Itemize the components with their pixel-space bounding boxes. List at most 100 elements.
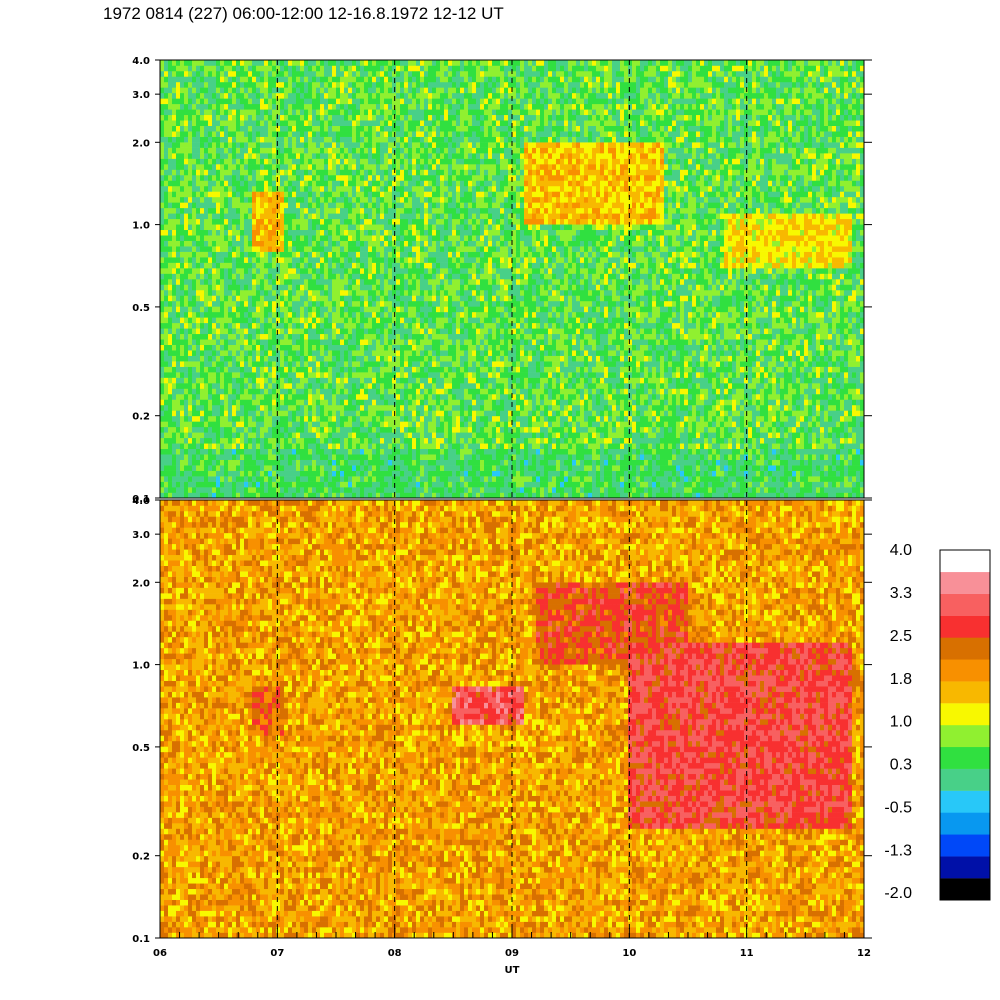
heatmap-cell: [324, 355, 329, 362]
heatmap-cell: [204, 65, 209, 72]
heatmap-cell: [332, 355, 337, 362]
heatmap-cell: [324, 142, 329, 148]
heatmap-cell: [336, 470, 341, 477]
heatmap-cell: [268, 60, 273, 66]
heatmap-cell: [160, 279, 165, 285]
heatmap-cell: [224, 350, 229, 356]
heatmap-cell: [212, 476, 217, 482]
heatmap-cell: [184, 87, 189, 94]
heatmap-cell: [348, 415, 353, 422]
heatmap-cell: [248, 153, 253, 159]
heatmap-cell: [288, 372, 293, 378]
heatmap-cell: [304, 432, 309, 439]
heatmap-cell: [384, 393, 389, 400]
heatmap-cell: [232, 487, 237, 493]
heatmap-cell: [164, 289, 169, 296]
heatmap-cell: [408, 437, 413, 444]
heatmap-cell: [180, 65, 185, 72]
heatmap-cell: [340, 202, 345, 209]
heatmap-cell: [272, 437, 277, 444]
heatmap-cell: [300, 196, 305, 203]
heatmap-cell: [184, 136, 189, 143]
heatmap-cell: [200, 432, 205, 439]
heatmap-cell: [188, 207, 193, 214]
heatmap-cell: [216, 344, 221, 351]
heatmap-cell: [272, 246, 277, 252]
heatmap-cell: [252, 404, 257, 411]
heatmap-cell: [360, 426, 365, 433]
heatmap-cell: [248, 306, 253, 313]
heatmap-cell: [248, 300, 253, 307]
heatmap-cell: [168, 372, 173, 378]
heatmap-cell: [268, 421, 273, 428]
heatmap-cell: [360, 120, 365, 126]
heatmap-cell: [232, 185, 237, 192]
heatmap-cell: [376, 289, 381, 296]
heatmap-cell: [332, 224, 337, 231]
heatmap-cell: [248, 481, 253, 488]
heatmap-cell: [236, 404, 241, 411]
heatmap-cell: [288, 125, 293, 132]
heatmap-cell: [236, 284, 241, 291]
heatmap-cell: [180, 213, 185, 220]
heatmap-cell: [188, 185, 193, 192]
heatmap-cell: [344, 70, 349, 77]
heatmap-cell: [260, 344, 265, 351]
heatmap-cell: [172, 333, 177, 340]
heatmap-cell: [208, 251, 213, 258]
heatmap-cell: [264, 257, 269, 263]
heatmap-cell: [328, 70, 333, 77]
heatmap-cell: [260, 92, 265, 99]
heatmap-cell: [244, 218, 249, 225]
heatmap-cell: [372, 153, 377, 159]
heatmap-cell: [284, 125, 289, 132]
heatmap-cell: [316, 404, 321, 411]
heatmap-cell: [200, 81, 205, 88]
heatmap-cell: [272, 136, 277, 143]
heatmap-cell: [404, 81, 409, 88]
heatmap-cell: [260, 432, 265, 439]
heatmap-cell: [172, 70, 177, 77]
heatmap-cell: [260, 366, 265, 373]
heatmap-cell: [356, 235, 361, 241]
heatmap-cell: [344, 410, 349, 417]
heatmap-cell: [204, 459, 209, 466]
heatmap-cell: [268, 147, 273, 154]
heatmap-cell: [392, 481, 397, 488]
heatmap-cell: [392, 185, 397, 192]
heatmap-cell: [340, 224, 345, 231]
heatmap-cell: [260, 164, 265, 170]
heatmap-cell: [268, 306, 273, 313]
heatmap-cell: [260, 257, 265, 263]
heatmap-cell: [368, 317, 373, 324]
heatmap-cell: [196, 191, 201, 198]
heatmap-cell: [272, 421, 277, 428]
heatmap-cell: [252, 311, 257, 318]
heatmap-cell: [360, 257, 365, 263]
heatmap-cell: [240, 60, 245, 66]
heatmap-cell: [252, 251, 257, 258]
heatmap-cell: [384, 218, 389, 225]
heatmap-cell: [248, 393, 253, 400]
heatmap-cell: [236, 273, 241, 280]
heatmap-cell: [232, 284, 237, 291]
heatmap-cell: [172, 246, 177, 252]
heatmap-cell: [248, 410, 253, 417]
heatmap-cell: [356, 476, 361, 482]
heatmap-cell: [292, 383, 297, 389]
heatmap-cell: [296, 317, 301, 324]
heatmap-cell: [396, 383, 401, 389]
heatmap-cell: [336, 174, 341, 181]
heatmap-cell: [176, 476, 181, 482]
heatmap-cell: [168, 76, 173, 83]
heatmap-cell: [316, 92, 321, 99]
heatmap-cell: [244, 432, 249, 439]
heatmap-cell: [296, 459, 301, 466]
heatmap-cell: [284, 426, 289, 433]
heatmap-cell: [328, 344, 333, 351]
heatmap-cell: [312, 311, 317, 318]
heatmap-cell: [340, 257, 345, 263]
heatmap-cell: [196, 295, 201, 302]
heatmap-cell: [292, 262, 297, 269]
heatmap-cell: [320, 448, 325, 455]
